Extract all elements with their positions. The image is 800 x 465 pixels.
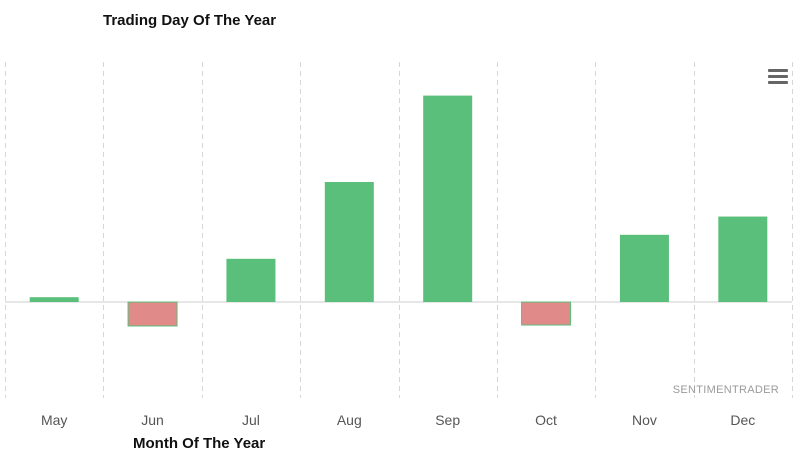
chart-menu-button[interactable] [764, 66, 792, 88]
chart-title: Trading Day Of The Year [103, 12, 277, 29]
bar-sep [423, 95, 473, 302]
bar-nov [619, 234, 669, 302]
bar-aug [324, 182, 374, 302]
x-tick-label-jul: Jul [242, 412, 260, 428]
bar-jul [226, 258, 276, 302]
x-tick-label-may: May [41, 412, 67, 428]
x-axis-title: Month Of The Year [133, 435, 266, 452]
x-tick-label-dec: Dec [730, 412, 755, 428]
bar-dec [718, 216, 768, 302]
watermark: SENTIMENTRADER [672, 384, 779, 396]
x-tick-label-oct: Oct [535, 412, 557, 428]
x-tick-label-sep: Sep [435, 412, 460, 428]
bar-jun [127, 301, 178, 327]
hamburger-menu-icon [768, 69, 788, 72]
bar-may [29, 297, 79, 302]
x-tick-label-nov: Nov [632, 412, 657, 428]
x-tick-label-jun: Jun [141, 412, 164, 428]
x-tick-label-aug: Aug [337, 412, 362, 428]
bar-oct [521, 301, 572, 326]
